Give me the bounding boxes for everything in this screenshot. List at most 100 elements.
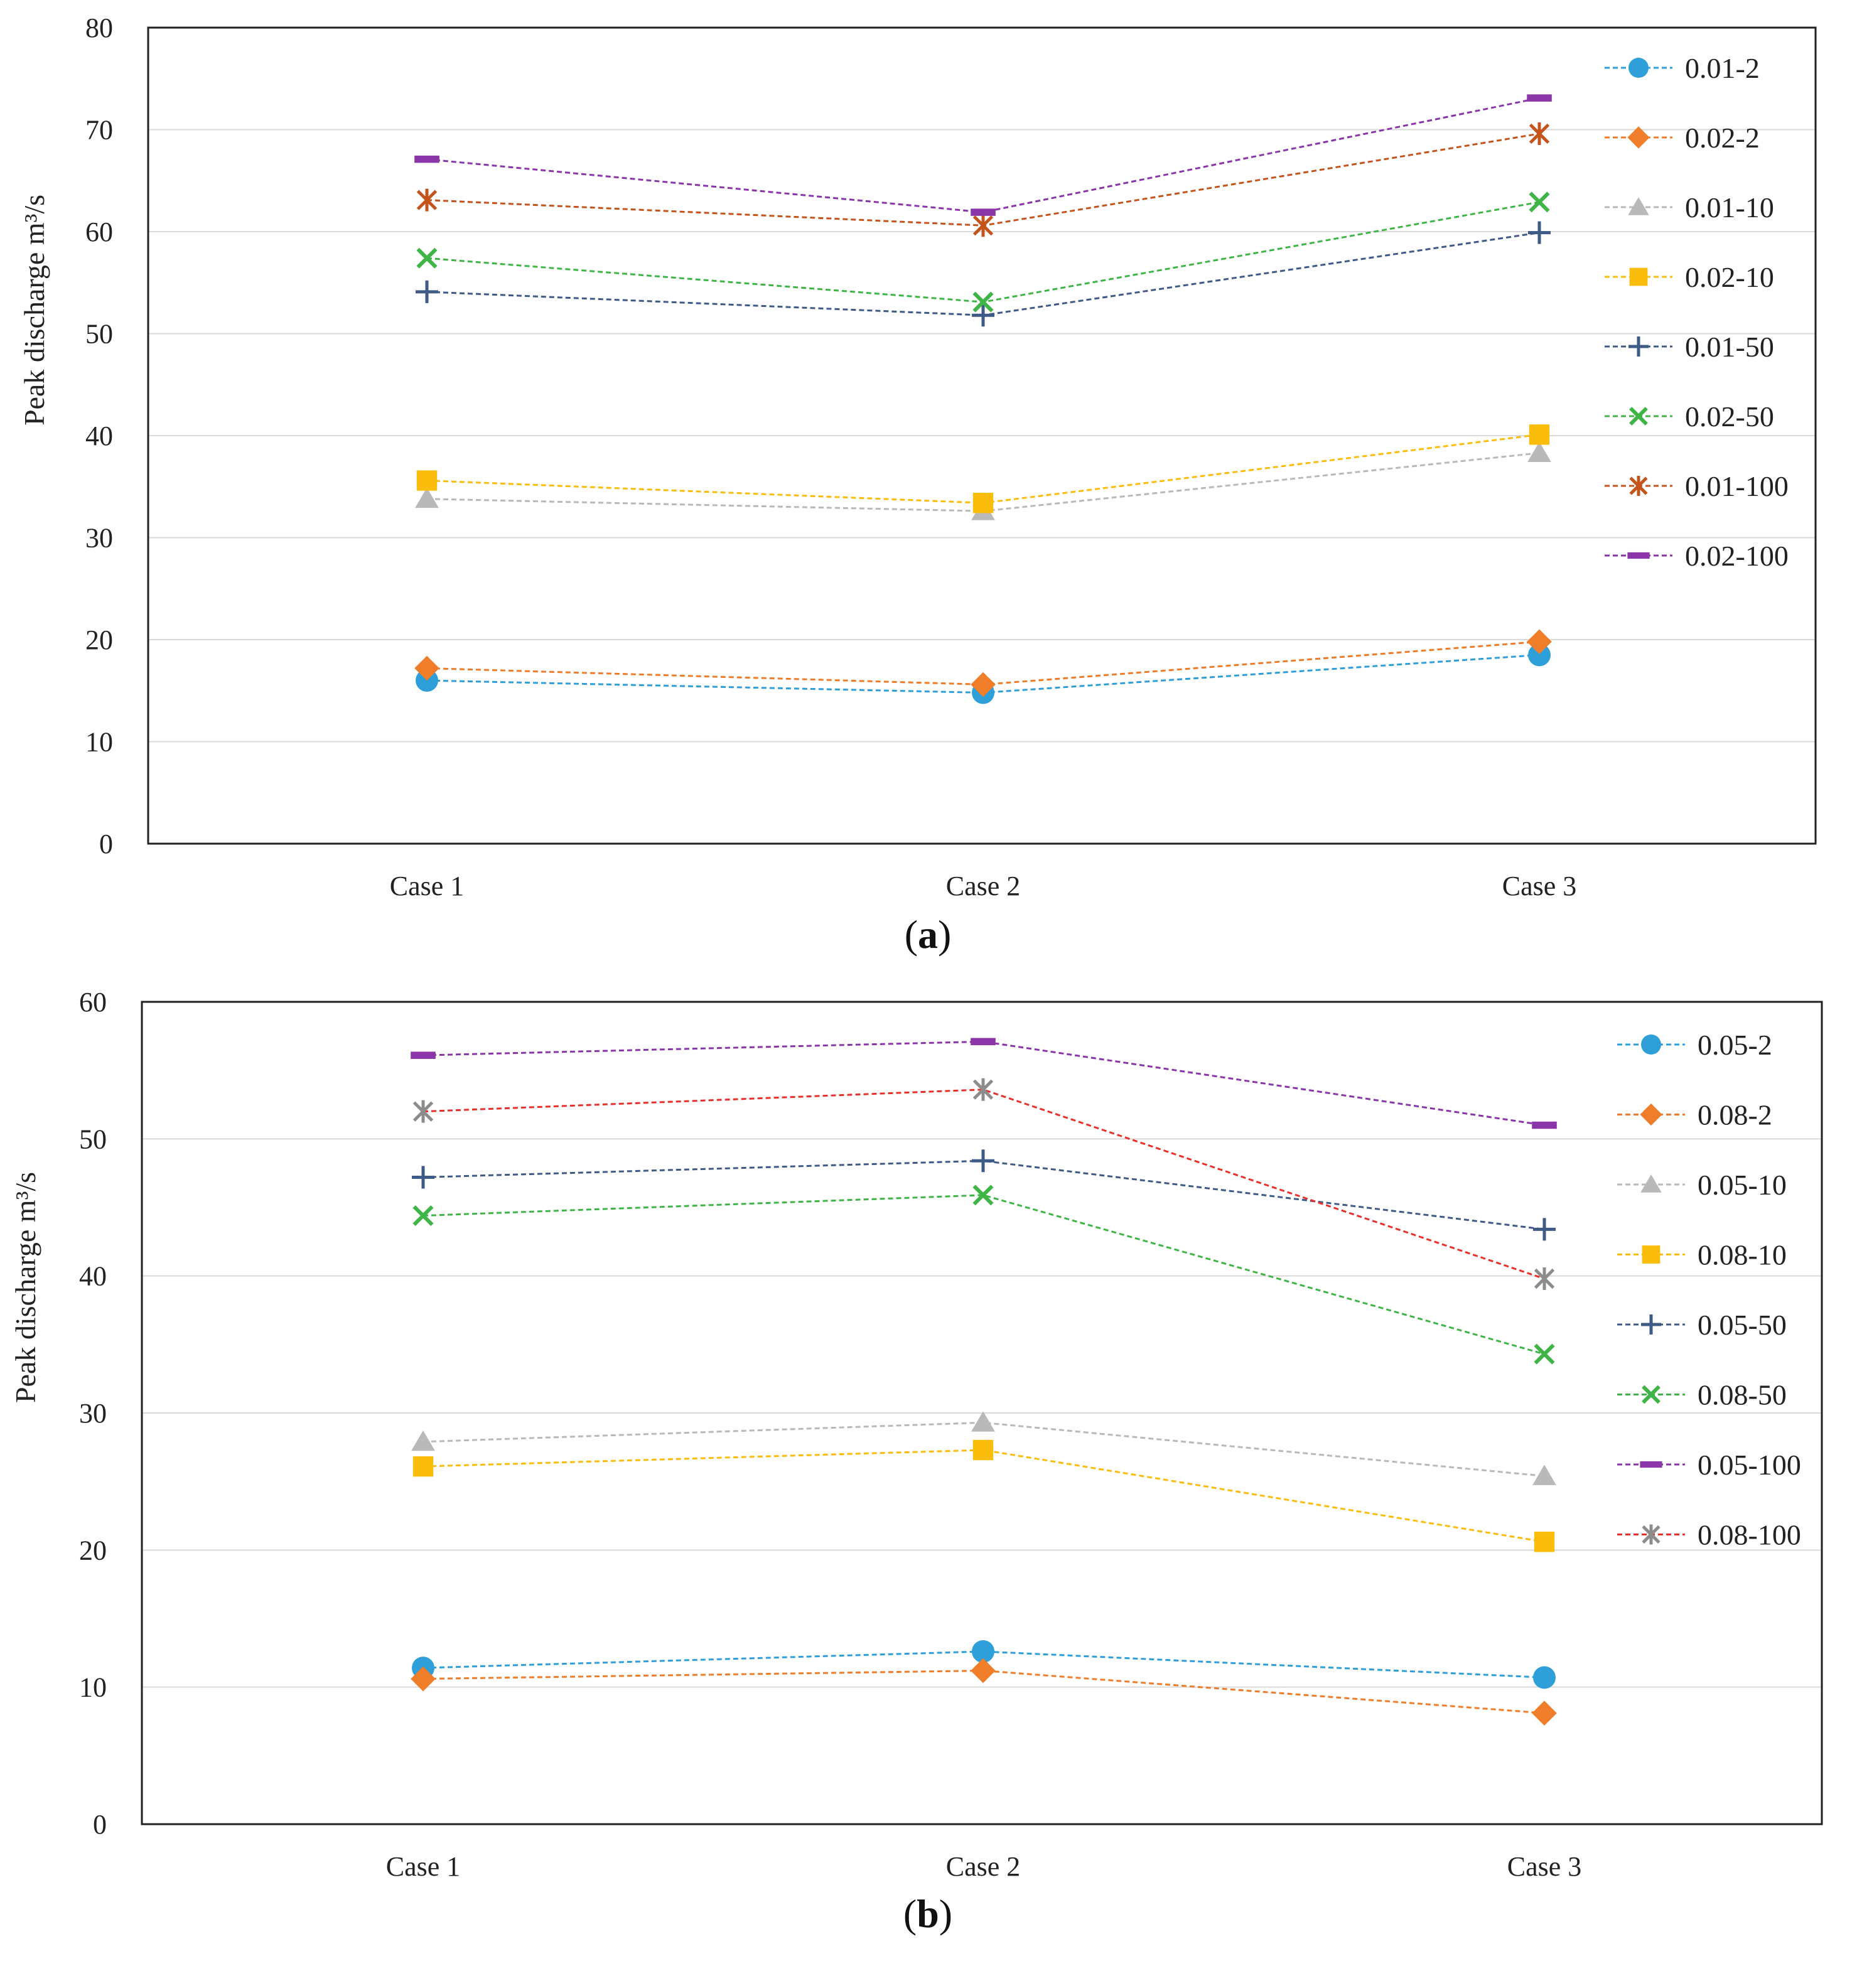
data-point bbox=[972, 1078, 994, 1101]
legend-entry: 0.08-50 bbox=[1698, 1379, 1787, 1411]
legend-marker bbox=[1641, 1314, 1661, 1335]
y-tick-label: 80 bbox=[85, 13, 113, 43]
plot-frame bbox=[147, 26, 1817, 845]
y-tick-label: 10 bbox=[79, 1672, 107, 1703]
data-point bbox=[1528, 643, 1551, 667]
data-point bbox=[411, 1666, 436, 1692]
data-point bbox=[412, 1456, 434, 1477]
legend-entry: 0.02-2 bbox=[1685, 122, 1760, 154]
series-line bbox=[423, 1194, 1545, 1355]
x-tick-label: Case 2 bbox=[946, 1851, 1021, 1882]
data-point bbox=[971, 1658, 996, 1684]
legend-entry: 0.02-50 bbox=[1685, 400, 1774, 433]
series-line bbox=[423, 1669, 1545, 1714]
y-tick-label: 0 bbox=[99, 829, 113, 859]
data-point bbox=[416, 470, 438, 491]
data-point bbox=[972, 304, 994, 327]
data-point bbox=[1527, 441, 1551, 463]
data-point bbox=[1532, 1121, 1557, 1129]
data-point bbox=[416, 247, 438, 269]
series-line bbox=[423, 1088, 1545, 1280]
x-tick-label: Case 1 bbox=[390, 871, 465, 901]
y-tick-label: 20 bbox=[85, 625, 113, 655]
data-point bbox=[1534, 1532, 1555, 1552]
legend-marker bbox=[1628, 58, 1649, 78]
data-point bbox=[411, 1051, 436, 1059]
data-point bbox=[1527, 94, 1552, 102]
data-point bbox=[1533, 1666, 1556, 1689]
data-point bbox=[1533, 1218, 1556, 1241]
series-line bbox=[423, 1449, 1545, 1543]
legend-entry: 0.05-100 bbox=[1698, 1449, 1801, 1481]
legend-marker bbox=[1640, 1103, 1662, 1126]
y-tick-label: 30 bbox=[79, 1398, 107, 1429]
legend-marker bbox=[1628, 336, 1649, 357]
legend-marker bbox=[1629, 267, 1648, 286]
legend-marker bbox=[1642, 1524, 1661, 1545]
legend-entry: 0.05-50 bbox=[1698, 1309, 1787, 1341]
legend-entry: 0.05-2 bbox=[1698, 1029, 1772, 1061]
y-tick-label: 0 bbox=[93, 1809, 107, 1840]
legend-marker bbox=[1642, 1245, 1661, 1264]
y-tick-label: 40 bbox=[85, 421, 113, 451]
data-point bbox=[1534, 1343, 1555, 1365]
data-point bbox=[971, 208, 996, 216]
series-line bbox=[426, 97, 1540, 213]
data-point bbox=[414, 155, 439, 163]
panel-label: (a) bbox=[905, 912, 952, 957]
y-tick-label: 70 bbox=[85, 115, 113, 146]
data-point bbox=[972, 1149, 994, 1173]
x-tick-label: Case 3 bbox=[1507, 1851, 1582, 1882]
x-tick-label: Case 3 bbox=[1502, 871, 1577, 901]
x-tick-label: Case 2 bbox=[946, 871, 1021, 901]
data-point bbox=[972, 1439, 994, 1461]
series-line bbox=[426, 433, 1540, 504]
y-tick-label: 50 bbox=[79, 1124, 107, 1154]
plot-frame bbox=[141, 1001, 1823, 1825]
data-point bbox=[416, 188, 438, 212]
y-tick-label: 30 bbox=[85, 523, 113, 554]
data-point bbox=[972, 1640, 994, 1663]
data-point bbox=[1528, 221, 1551, 244]
data-point bbox=[1532, 1464, 1556, 1485]
legend-entry: 0.01-10 bbox=[1685, 191, 1774, 223]
data-point bbox=[1527, 629, 1552, 655]
y-tick-label: 50 bbox=[85, 319, 113, 350]
data-point bbox=[972, 493, 994, 513]
legend-marker bbox=[1629, 476, 1648, 496]
legend-marker bbox=[1640, 1461, 1662, 1468]
data-point bbox=[1532, 1701, 1557, 1726]
legend-marker bbox=[1627, 552, 1650, 559]
data-point bbox=[972, 291, 994, 313]
legend-marker bbox=[1641, 1034, 1661, 1055]
y-tick-label: 60 bbox=[85, 217, 113, 247]
legend-entry: 0.01-50 bbox=[1685, 331, 1774, 363]
y-tick-label: 10 bbox=[85, 727, 113, 758]
chart-panel-a: 0 10 20 30 40 50 60 70 80 Case 1 Case 2 Case 3 Peak … bbox=[18, 13, 1817, 957]
y-tick-label: 60 bbox=[79, 987, 107, 1018]
data-point bbox=[414, 655, 439, 681]
y-tick-label: 20 bbox=[79, 1535, 107, 1566]
legend-entry: 0.08-100 bbox=[1698, 1519, 1801, 1551]
data-point bbox=[1529, 122, 1550, 145]
data-point bbox=[971, 672, 996, 697]
legend-entry: 0.08-2 bbox=[1698, 1099, 1772, 1131]
data-point bbox=[1529, 191, 1550, 213]
legend-marker bbox=[1642, 1385, 1661, 1404]
data-point bbox=[972, 1185, 994, 1206]
panel-label: (b) bbox=[903, 1891, 952, 1936]
legend-marker bbox=[1640, 1174, 1662, 1193]
data-point bbox=[1529, 424, 1550, 445]
chart-panel-b: 0 10 20 30 40 50 60 Case 1 Case 2 Case 3 Peak disc… bbox=[9, 987, 1823, 1936]
legend-marker bbox=[1627, 126, 1650, 149]
y-tick-label: 40 bbox=[79, 1261, 107, 1292]
y-axis-label: Peak discharge m³/s bbox=[9, 1172, 41, 1403]
data-point bbox=[416, 280, 438, 303]
data-point bbox=[411, 1430, 435, 1451]
legend-marker bbox=[1628, 197, 1649, 215]
y-axis-label: Peak discharge m³/s bbox=[18, 195, 50, 426]
data-point bbox=[972, 214, 994, 237]
data-point bbox=[415, 487, 439, 508]
legend-entry: 0.01-100 bbox=[1685, 470, 1789, 502]
